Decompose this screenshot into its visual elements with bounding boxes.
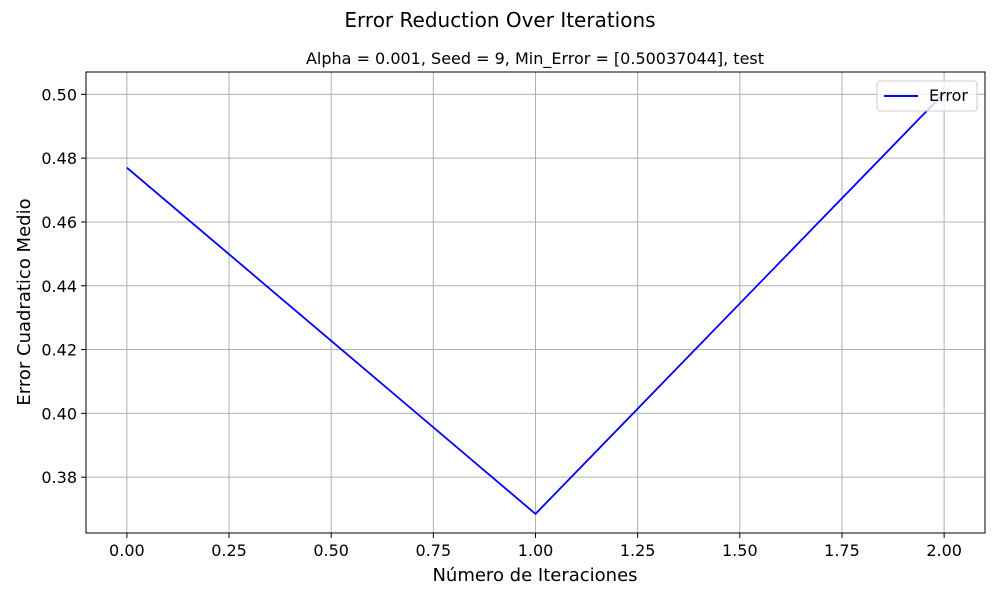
- legend: Error: [876, 80, 978, 112]
- y-tick-label: 0.38: [41, 468, 77, 487]
- x-axis-label: Número de Iteraciones: [432, 565, 637, 586]
- x-tick-label: 1.50: [722, 541, 758, 560]
- y-tick-label: 0.44: [41, 277, 77, 296]
- figure-title: Error Reduction Over Iterations: [344, 8, 655, 32]
- y-tick-label: 0.48: [41, 149, 77, 168]
- x-tick-label: 1.25: [620, 541, 656, 560]
- y-axis-label: Error Cuadratico Medio: [14, 198, 35, 405]
- axes-title: Alpha = 0.001, Seed = 9, Min_Error = [0.…: [306, 49, 764, 69]
- x-tick-label: 0.25: [211, 541, 247, 560]
- y-tick-label: 0.50: [41, 85, 77, 104]
- x-tick-label: 1.00: [518, 541, 554, 560]
- x-tick-label: 0.75: [416, 541, 452, 560]
- series-line-error: [126, 92, 945, 515]
- legend-label: Error: [929, 86, 968, 105]
- x-tick-label: 0.50: [313, 541, 349, 560]
- x-tick-label: 2.00: [926, 541, 962, 560]
- legend-box: [876, 80, 978, 112]
- y-tick-label: 0.42: [41, 341, 77, 360]
- x-axis-ticks: 0.00 0.25 0.50 0.75 1.00 1.25 1.50 1.75 2.00: [109, 533, 962, 560]
- x-tick-label: 0.00: [109, 541, 145, 560]
- grid-lines: [86, 72, 985, 533]
- series-layer: [126, 92, 945, 515]
- y-tick-label: 0.40: [41, 404, 77, 423]
- y-axis-ticks: 0.38 0.40 0.42 0.44 0.46 0.48 0.50: [41, 85, 86, 487]
- x-tick-label: 1.75: [824, 541, 860, 560]
- y-tick-label: 0.46: [41, 213, 77, 232]
